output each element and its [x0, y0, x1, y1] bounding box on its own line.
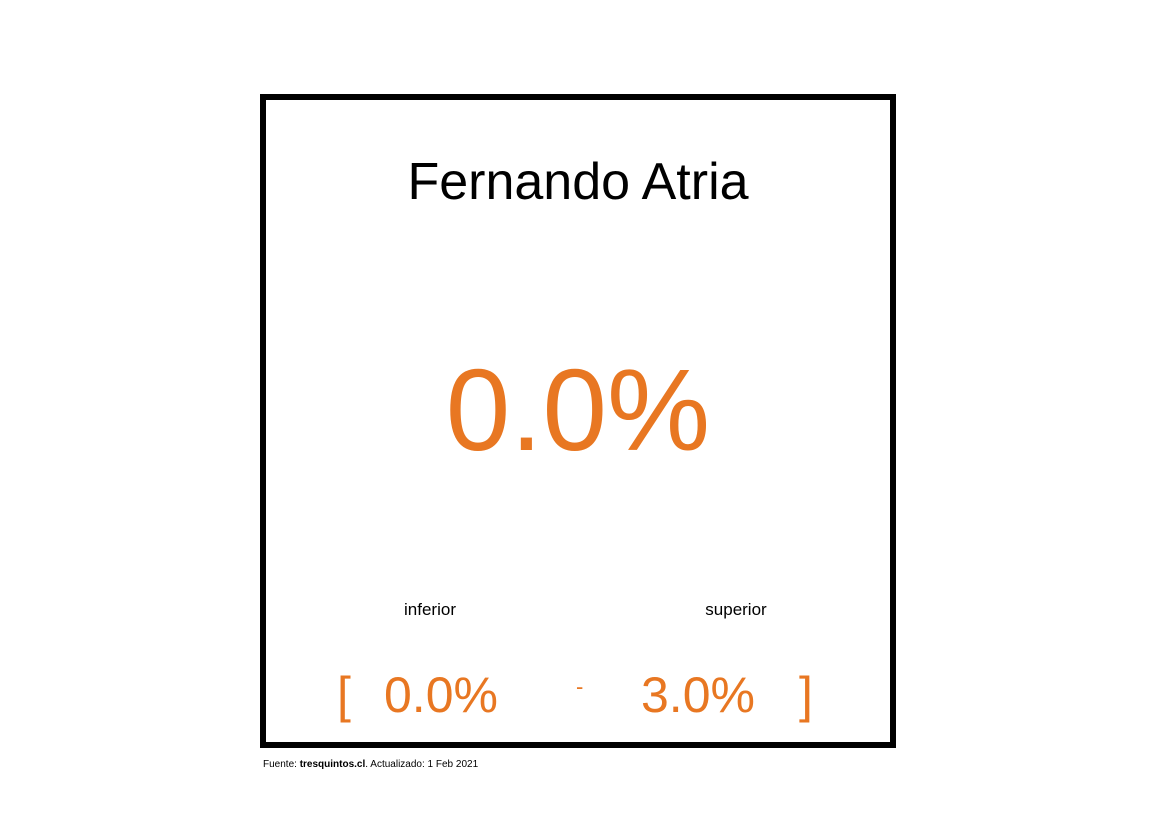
footer-source: tresquintos.cl: [299, 759, 366, 770]
confidence-range: [ 0.0% - 3.0% ]: [266, 665, 890, 725]
range-close-bracket: ]: [799, 667, 813, 723]
lower-bound-label: inferior: [404, 600, 456, 619]
footer-updated: . Actualizado: 1 Feb 2021: [365, 759, 479, 770]
range-open-bracket: [: [337, 667, 351, 723]
estimate-card: Fernando Atria 0.0% inferior superior [ …: [260, 94, 896, 748]
candidate-name: Fernando Atria: [407, 153, 749, 211]
range-separator: -: [576, 674, 584, 699]
lower-bound-value: 0.0%: [384, 667, 498, 723]
upper-bound-value: 3.0%: [641, 667, 755, 723]
main-estimate-value: 0.0%: [445, 345, 711, 475]
footer-prefix: Fuente:: [263, 759, 300, 770]
upper-bound-label: superior: [705, 600, 767, 619]
source-footer: Fuente: tresquintos.cl. Actualizado: 1 F…: [263, 759, 478, 771]
